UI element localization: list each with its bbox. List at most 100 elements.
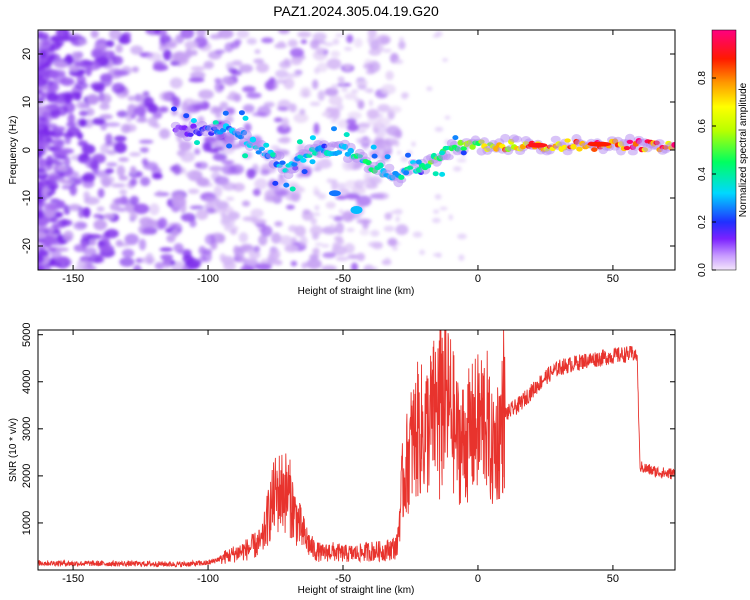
ridge-cell <box>347 147 354 154</box>
noise-blob <box>250 208 264 218</box>
noise-blob <box>312 32 327 41</box>
x-tick-label: -50 <box>335 573 351 585</box>
noise-blob <box>277 106 289 111</box>
ridge-halo <box>443 153 454 161</box>
noise-blob <box>63 155 71 167</box>
noise-blob <box>330 223 335 229</box>
noise-blob <box>368 48 382 56</box>
noise-blob <box>83 191 91 201</box>
noise-blob <box>398 40 406 50</box>
ridge-scatter <box>272 180 279 186</box>
colorbar-ticks: 0.0 0.2 0.4 0.6 0.8 <box>697 71 716 277</box>
noise-blob <box>378 113 384 117</box>
ridge-scatter <box>343 132 350 138</box>
noise-blob <box>104 228 119 239</box>
noise-blob <box>335 222 345 235</box>
noise-blob <box>106 162 118 167</box>
spectrogram-panel: -150 -100 -50 0 50 20 10 0 -10 -20 Height of str… <box>8 29 676 297</box>
noise-blob <box>330 50 341 58</box>
noise-blob <box>458 254 465 261</box>
noise-blob <box>124 233 139 245</box>
noise-blob <box>166 234 176 243</box>
noise-blob <box>238 232 249 243</box>
noise-blob <box>379 36 390 45</box>
noise-blob <box>154 262 165 270</box>
ridge-halo <box>384 163 395 172</box>
noise-blob <box>205 207 216 214</box>
noise-blob <box>141 227 155 235</box>
ridge-halo <box>241 130 252 141</box>
noise-blob <box>281 117 289 129</box>
noise-blob <box>187 188 200 194</box>
noise-blob <box>321 226 338 235</box>
noise-blob <box>400 92 409 100</box>
noise-blob <box>273 259 283 266</box>
spectrogram-x-axis-label: Height of straight line (km) <box>298 286 415 297</box>
noise-blob <box>336 103 344 111</box>
noise-blob <box>321 111 331 117</box>
noise-blob <box>232 182 245 192</box>
noise-blob <box>111 183 126 188</box>
noise-blob <box>38 140 44 151</box>
noise-blob <box>125 111 133 123</box>
noise-blob <box>196 209 209 221</box>
noise-blob <box>90 30 99 39</box>
noise-blob <box>74 61 85 67</box>
ridge-scatter <box>405 152 411 158</box>
noise-blob <box>344 243 355 254</box>
ridge-scatter <box>222 110 229 116</box>
noise-blob <box>99 102 110 110</box>
noise-blob <box>98 244 115 252</box>
noise-blob <box>38 206 43 218</box>
noise-blob <box>78 118 88 128</box>
ridge-halo <box>512 135 523 143</box>
noise-blob <box>274 79 287 84</box>
noise-blob <box>204 234 216 245</box>
noise-blob <box>93 43 108 50</box>
noise-blob <box>260 225 273 237</box>
noise-blob <box>387 237 398 247</box>
noise-blob <box>118 157 129 162</box>
noise-blob <box>394 208 403 215</box>
noise-blob <box>362 178 371 185</box>
noise-blob <box>279 136 291 144</box>
colorbar-gradient <box>711 29 737 271</box>
noise-blob <box>350 262 359 270</box>
noise-blob <box>130 45 144 55</box>
noise-blob <box>412 231 423 238</box>
noise-blob <box>368 175 382 185</box>
noise-blob <box>252 112 267 117</box>
noise-blob <box>112 55 124 66</box>
noise-blob <box>73 53 83 60</box>
y-tick-label: 0 <box>21 147 33 153</box>
noise-blob <box>442 58 448 62</box>
noise-blob <box>191 49 198 56</box>
noise-blob <box>111 82 125 94</box>
colorbar-tick-label: 0.6 <box>697 119 708 133</box>
noise-blob <box>116 110 129 118</box>
noise-blob <box>356 128 367 134</box>
noise-blob <box>47 174 60 181</box>
noise-blob <box>367 37 372 44</box>
noise-blob <box>255 62 270 73</box>
noise-blob <box>159 91 172 102</box>
snr-panel: -150 -100 -50 0 50 1000 2000 3000 4000 5000 Heig… <box>8 322 676 596</box>
ridge-cell <box>258 146 265 151</box>
noise-blob <box>221 160 235 165</box>
noise-blob <box>363 65 369 69</box>
noise-blob <box>279 235 293 246</box>
noise-blob <box>346 123 360 132</box>
ridge-scatter <box>309 159 316 165</box>
noise-blob <box>370 229 380 237</box>
noise-blob <box>50 35 64 43</box>
x-tick-label: 50 <box>607 273 619 285</box>
noise-blob <box>328 215 335 219</box>
noise-blob <box>337 82 352 87</box>
noise-blob <box>49 44 56 53</box>
noise-blob <box>309 101 321 107</box>
noise-blob <box>190 66 206 71</box>
noise-blob <box>444 115 451 120</box>
noise-blob <box>99 175 115 185</box>
noise-blob <box>384 257 391 264</box>
noise-blob <box>50 216 58 224</box>
